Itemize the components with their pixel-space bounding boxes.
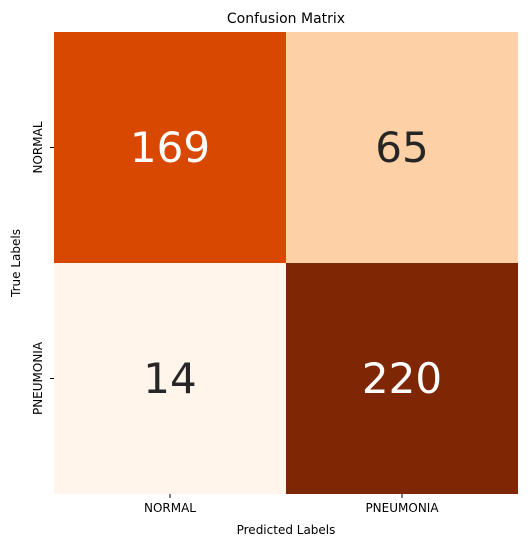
cell-value-1-1: 220	[362, 354, 442, 403]
y-axis-ticks: NORMAL PNEUMONIA	[31, 121, 54, 415]
cell-value-0-0: 169	[130, 123, 210, 172]
x-tick-label: NORMAL	[144, 501, 196, 515]
heatmap-cell-0-0	[54, 32, 286, 263]
y-tick-label: PNEUMONIA	[31, 341, 45, 415]
heatmap-cell-1-1	[286, 263, 518, 494]
cell-value-0-1: 65	[375, 123, 428, 172]
heatmap-cell-1-0	[54, 263, 286, 494]
cell-value-1-0: 14	[143, 354, 196, 403]
y-tick-label: NORMAL	[31, 121, 45, 173]
x-axis-ticks: NORMAL PNEUMONIA	[144, 494, 439, 515]
x-tick-label: PNEUMONIA	[365, 501, 439, 515]
chart-title: Confusion Matrix	[227, 11, 345, 27]
heatmap-cell-0-1	[286, 32, 518, 263]
x-axis-label: Predicted Labels	[237, 523, 336, 537]
heatmap-cells	[54, 32, 518, 494]
y-axis-label: True Labels	[9, 229, 23, 298]
heatmap-cell-values: 169 65 14 220	[130, 123, 442, 403]
